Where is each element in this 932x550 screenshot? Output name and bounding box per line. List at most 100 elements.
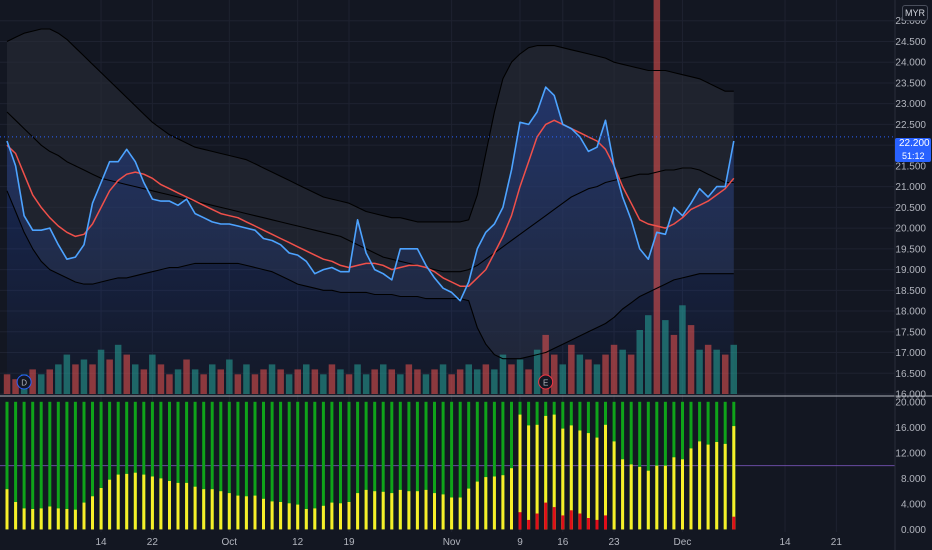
oscillator-green-bar <box>150 401 154 530</box>
oscillator-green-bar <box>356 401 360 530</box>
volume-bar <box>72 364 79 394</box>
oscillator-yellow-bar <box>244 496 248 530</box>
volume-bar <box>149 354 156 394</box>
volume-bar <box>670 334 678 394</box>
volume-bar <box>3 374 11 394</box>
volume-bar <box>234 374 242 394</box>
x-tick-label: 23 <box>608 537 620 548</box>
oscillator-yellow-bar <box>424 489 428 530</box>
volume-bar <box>696 349 703 394</box>
volume-bar <box>405 364 413 394</box>
x-tick-label: 21 <box>831 537 843 548</box>
volume-bar <box>448 374 455 394</box>
oscillator-red-bar <box>527 519 531 530</box>
oscillator-yellow-bar <box>723 443 727 530</box>
volume-bar <box>576 354 584 394</box>
oscillator-yellow-bar <box>732 426 736 530</box>
oscillator-yellow-bar <box>681 459 684 530</box>
currency-badge[interactable]: MYR <box>902 5 928 21</box>
volume-bar <box>619 349 626 394</box>
oscillator-green-bar <box>287 401 291 530</box>
oscillator-yellow-bar <box>390 493 394 530</box>
volume-bar <box>132 364 139 394</box>
oscillator-green-bar <box>296 401 300 530</box>
oscillator-red-bar <box>578 513 582 530</box>
volume-bar <box>251 374 259 394</box>
oscillator-green-bar <box>185 401 189 530</box>
oscillator-green-bar <box>244 401 248 530</box>
oscillator-green-bar <box>159 401 163 530</box>
oscillator-yellow-bar <box>604 424 607 530</box>
volume-bar <box>260 369 267 394</box>
oscillator-yellow-bar <box>698 441 702 530</box>
volume-bar <box>294 369 301 394</box>
moving-average-line <box>6 119 735 287</box>
oscillator-red-bar <box>544 502 548 530</box>
volume-bar <box>499 354 507 394</box>
oscillator-green-bar <box>655 401 659 530</box>
price-label: 22.200 <box>899 138 930 149</box>
y-tick-label: 19.000 <box>895 265 926 276</box>
oscillator-yellow-bar <box>398 489 402 530</box>
oscillator-red-bar <box>561 515 565 530</box>
oscillator-yellow-bar <box>330 502 334 530</box>
y-tick-label: 21.500 <box>895 161 926 172</box>
oscillator-yellow-bar <box>638 466 642 530</box>
volume-bar <box>516 359 524 394</box>
volume-bar <box>80 359 88 394</box>
oscillator-yellow-bar <box>339 503 342 530</box>
oscillator-green-bar <box>5 401 9 530</box>
volume-bar <box>422 374 430 394</box>
volume-bar <box>277 369 284 394</box>
event-marker-circle <box>16 374 32 390</box>
volume-bar <box>439 364 447 394</box>
y-tick-label: 24.500 <box>895 37 926 48</box>
price-line <box>6 86 735 302</box>
oscillator-y-tick-label: 16.000 <box>895 423 926 434</box>
y-tick-label: 22.500 <box>895 120 926 131</box>
volume-bar <box>687 325 695 394</box>
volume-bar <box>46 369 53 394</box>
volume-bar <box>209 364 216 394</box>
volume-bar <box>593 364 601 394</box>
y-tick-label: 18.000 <box>895 307 926 318</box>
volume-bar <box>362 374 370 394</box>
volume-bar <box>354 364 361 394</box>
oscillator-green-bar <box>304 401 308 530</box>
y-tick-label: 21.000 <box>895 182 926 193</box>
volume-bar <box>465 364 472 394</box>
oscillator-yellow-bar <box>544 415 548 530</box>
oscillator-yellow-bar <box>227 493 231 530</box>
volume-bar <box>12 379 19 394</box>
volume-bar <box>431 369 438 394</box>
oscillator-yellow-bar <box>586 433 590 530</box>
volume-bar <box>380 364 387 394</box>
oscillator-green-bar <box>407 401 411 530</box>
oscillator-green-bar <box>31 401 35 530</box>
oscillator-yellow-bar <box>621 459 625 530</box>
oscillator-green-bar <box>116 401 120 530</box>
oscillator-green-bar <box>262 401 265 530</box>
y-tick-label: 20.500 <box>895 203 926 214</box>
oscillator-yellow-bar <box>706 444 710 530</box>
volume-bar <box>568 344 575 394</box>
oscillator-red-bar <box>586 518 590 530</box>
oscillator-yellow-bar <box>133 472 137 530</box>
oscillator-yellow-bar <box>467 488 471 530</box>
oscillator-yellow-bar <box>356 493 360 530</box>
oscillator-green-bar <box>65 401 69 530</box>
oscillator-green-bar <box>646 401 650 530</box>
oscillator-yellow-bar <box>629 464 633 530</box>
oscillator-green-bar <box>663 401 667 530</box>
oscillator-yellow-bar <box>270 501 274 530</box>
volume-bar <box>174 369 182 394</box>
volume-bar <box>653 0 661 395</box>
volume-bar <box>388 369 395 394</box>
oscillator-green-bar <box>48 401 52 530</box>
oscillator-green-bar <box>347 401 351 530</box>
volume-bar <box>508 364 515 394</box>
volume-bar <box>55 364 62 394</box>
volume-bar <box>123 354 130 394</box>
oscillator-yellow-bar <box>159 478 163 530</box>
